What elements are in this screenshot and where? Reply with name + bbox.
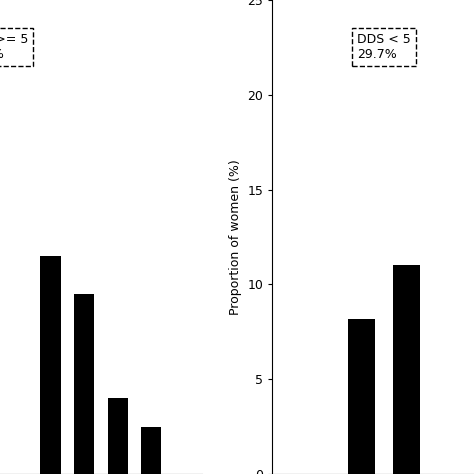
Bar [141,427,161,474]
Y-axis label: Proportion of women (%): Proportion of women (%) [229,159,242,315]
Bar [40,256,61,474]
Text: DDS < 5
29.7%: DDS < 5 29.7% [357,33,411,61]
Bar [108,398,128,474]
Bar [74,294,94,474]
Bar [393,265,420,474]
Bar [348,319,375,474]
Text: DDS >= 5
51.7%: DDS >= 5 51.7% [0,33,28,61]
